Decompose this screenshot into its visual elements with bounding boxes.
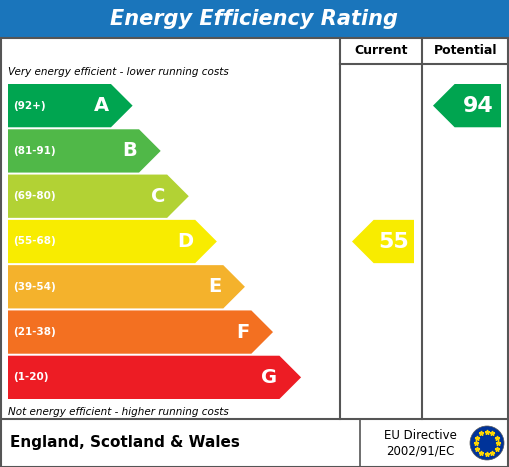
Polygon shape — [8, 265, 245, 308]
Text: England, Scotland & Wales: England, Scotland & Wales — [10, 436, 240, 451]
Circle shape — [470, 426, 504, 460]
Text: 55: 55 — [379, 232, 409, 252]
Text: F: F — [236, 323, 249, 341]
Text: Very energy efficient - lower running costs: Very energy efficient - lower running co… — [8, 67, 229, 77]
Polygon shape — [8, 220, 217, 263]
Text: Energy Efficiency Rating: Energy Efficiency Rating — [110, 9, 399, 29]
Text: G: G — [261, 368, 277, 387]
Text: C: C — [151, 187, 165, 206]
Text: (55-68): (55-68) — [13, 236, 56, 247]
Text: Not energy efficient - higher running costs: Not energy efficient - higher running co… — [8, 407, 229, 417]
Text: (39-54): (39-54) — [13, 282, 56, 292]
Text: Potential: Potential — [434, 44, 497, 57]
Polygon shape — [8, 175, 189, 218]
Polygon shape — [8, 84, 133, 127]
Bar — [0, 0, 509, 38]
Text: (92+): (92+) — [13, 101, 46, 111]
Text: E: E — [208, 277, 221, 296]
Text: (81-91): (81-91) — [13, 146, 55, 156]
Text: 94: 94 — [463, 96, 493, 116]
Text: D: D — [177, 232, 193, 251]
Text: (69-80): (69-80) — [13, 191, 55, 201]
Text: Current: Current — [354, 44, 408, 57]
Text: (1-20): (1-20) — [13, 372, 48, 382]
Text: B: B — [122, 142, 137, 161]
Polygon shape — [352, 220, 414, 263]
Polygon shape — [8, 311, 273, 354]
Text: A: A — [94, 96, 109, 115]
Polygon shape — [8, 129, 161, 173]
Text: (21-38): (21-38) — [13, 327, 56, 337]
Polygon shape — [433, 84, 501, 127]
Text: EU Directive
2002/91/EC: EU Directive 2002/91/EC — [384, 429, 457, 457]
Polygon shape — [8, 356, 301, 399]
